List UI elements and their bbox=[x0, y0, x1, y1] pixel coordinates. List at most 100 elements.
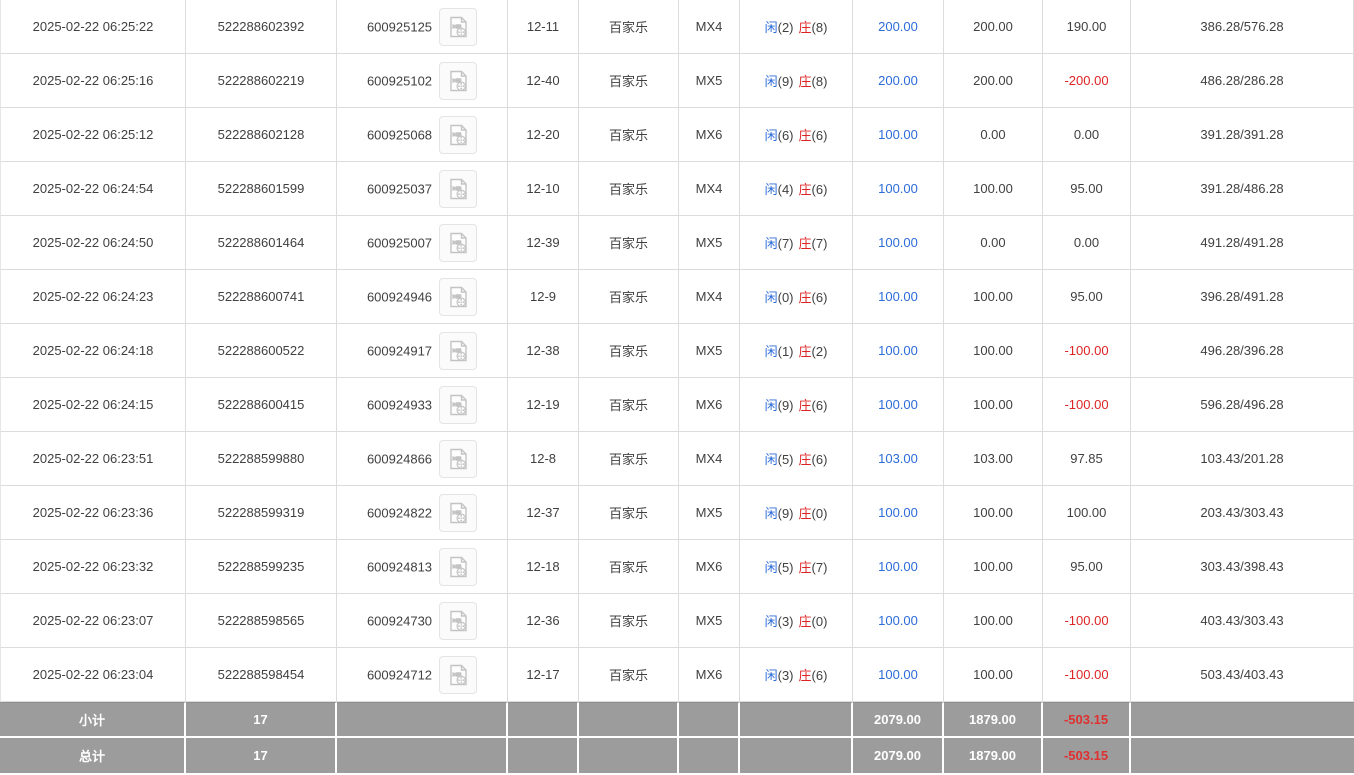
total-empty-cell bbox=[679, 738, 740, 773]
total-label: 总计 bbox=[0, 738, 186, 773]
cell-balance: 491.28/491.28 bbox=[1131, 216, 1354, 270]
cell-result: 闲(0) 庄(6) bbox=[740, 270, 853, 324]
cell-table-name: MX6 bbox=[679, 108, 740, 162]
cell-game-type: 百家乐 bbox=[579, 162, 679, 216]
result-banker-label: 庄 bbox=[798, 560, 812, 575]
cell-balance: 503.43/403.43 bbox=[1131, 648, 1354, 702]
cell-bet-time: 2025-02-22 06:23:04 bbox=[0, 648, 186, 702]
cell-valid-amount: 200.00 bbox=[944, 54, 1043, 108]
cell-game-number: 600925068 bbox=[337, 108, 508, 162]
game-number-text: 600925007 bbox=[366, 235, 433, 250]
cell-shoe-round: 12-20 bbox=[508, 108, 579, 162]
cell-result: 闲(9) 庄(6) bbox=[740, 378, 853, 432]
cell-game-type: 百家乐 bbox=[579, 540, 679, 594]
result-player-points: (9) bbox=[777, 74, 794, 89]
result-banker-points: (8) bbox=[811, 20, 828, 35]
cell-bet-amount[interactable]: 100.00 bbox=[853, 162, 944, 216]
video-replay-button[interactable] bbox=[439, 493, 478, 532]
cell-bet-amount[interactable]: 100.00 bbox=[853, 594, 944, 648]
cell-result: 闲(9) 庄(0) bbox=[740, 486, 853, 540]
cell-win-loss: -100.00 bbox=[1043, 648, 1131, 702]
video-replay-button[interactable] bbox=[439, 61, 478, 100]
cell-valid-amount: 0.00 bbox=[944, 108, 1043, 162]
video-replay-button[interactable] bbox=[439, 7, 478, 46]
video-replay-button[interactable] bbox=[439, 331, 478, 370]
cell-game-number: 600924813 bbox=[337, 540, 508, 594]
result-player-points: (9) bbox=[777, 506, 794, 521]
result-banker-label: 庄 bbox=[798, 182, 812, 197]
result-banker-points: (6) bbox=[811, 182, 828, 197]
video-replay-button[interactable] bbox=[439, 547, 478, 586]
result-player-label: 闲 bbox=[764, 74, 778, 89]
cell-result: 闲(9) 庄(8) bbox=[740, 54, 853, 108]
table-row: 2025-02-22 06:25:16 522288602219 6009251… bbox=[0, 54, 1354, 108]
cell-result: 闲(3) 庄(6) bbox=[740, 648, 853, 702]
video-replay-button[interactable] bbox=[439, 385, 478, 424]
total-win-loss: -503.15 bbox=[1043, 738, 1131, 773]
cell-bet-amount[interactable]: 200.00 bbox=[853, 0, 944, 54]
result-banker-label: 庄 bbox=[798, 290, 812, 305]
cell-balance: 403.43/303.43 bbox=[1131, 594, 1354, 648]
cell-bet-time: 2025-02-22 06:24:50 bbox=[0, 216, 186, 270]
cell-bet-amount[interactable]: 100.00 bbox=[853, 270, 944, 324]
video-replay-icon bbox=[445, 68, 471, 94]
result-player-points: (3) bbox=[777, 614, 794, 629]
game-number-text: 600924730 bbox=[366, 613, 433, 628]
cell-bet-amount[interactable]: 200.00 bbox=[853, 54, 944, 108]
result-banker-label: 庄 bbox=[798, 128, 812, 143]
video-replay-button[interactable] bbox=[439, 115, 478, 154]
cell-bet-id: 522288599319 bbox=[186, 486, 337, 540]
result-player-points: (3) bbox=[777, 668, 794, 683]
video-replay-button[interactable] bbox=[439, 655, 478, 694]
cell-bet-amount[interactable]: 100.00 bbox=[853, 216, 944, 270]
result-player-label: 闲 bbox=[764, 614, 778, 629]
cell-win-loss: -100.00 bbox=[1043, 594, 1131, 648]
cell-game-number: 600924946 bbox=[337, 270, 508, 324]
video-replay-button[interactable] bbox=[439, 169, 478, 208]
cell-table-name: MX4 bbox=[679, 162, 740, 216]
video-replay-button[interactable] bbox=[439, 223, 478, 262]
total-empty-cell bbox=[740, 738, 853, 773]
cell-bet-time: 2025-02-22 06:24:15 bbox=[0, 378, 186, 432]
game-number-text: 600925125 bbox=[366, 19, 433, 34]
video-replay-button[interactable] bbox=[439, 277, 478, 316]
cell-table-name: MX4 bbox=[679, 432, 740, 486]
result-banker-points: (2) bbox=[811, 344, 828, 359]
cell-game-number: 600924712 bbox=[337, 648, 508, 702]
video-replay-icon bbox=[445, 176, 471, 202]
cell-balance: 386.28/576.28 bbox=[1131, 0, 1354, 54]
cell-bet-time: 2025-02-22 06:25:16 bbox=[0, 54, 186, 108]
subtotal-win-loss: -503.15 bbox=[1043, 702, 1131, 738]
cell-result: 闲(5) 庄(7) bbox=[740, 540, 853, 594]
cell-game-type: 百家乐 bbox=[579, 378, 679, 432]
result-banker-label: 庄 bbox=[798, 236, 812, 251]
video-replay-button[interactable] bbox=[439, 439, 478, 478]
cell-result: 闲(5) 庄(6) bbox=[740, 432, 853, 486]
table-row: 2025-02-22 06:25:22 522288602392 6009251… bbox=[0, 0, 1354, 54]
cell-bet-amount[interactable]: 103.00 bbox=[853, 432, 944, 486]
result-player-points: (4) bbox=[777, 182, 794, 197]
cell-bet-id: 522288598565 bbox=[186, 594, 337, 648]
result-player-label: 闲 bbox=[764, 20, 778, 35]
cell-valid-amount: 100.00 bbox=[944, 270, 1043, 324]
cell-shoe-round: 12-40 bbox=[508, 54, 579, 108]
cell-bet-amount[interactable]: 100.00 bbox=[853, 108, 944, 162]
cell-bet-time: 2025-02-22 06:23:51 bbox=[0, 432, 186, 486]
video-replay-icon bbox=[445, 338, 471, 364]
video-replay-button[interactable] bbox=[439, 601, 478, 640]
result-player-label: 闲 bbox=[764, 668, 778, 683]
cell-bet-amount[interactable]: 100.00 bbox=[853, 540, 944, 594]
result-player-label: 闲 bbox=[764, 506, 778, 521]
subtotal-empty-cell bbox=[508, 702, 579, 738]
cell-bet-time: 2025-02-22 06:23:07 bbox=[0, 594, 186, 648]
cell-game-type: 百家乐 bbox=[579, 486, 679, 540]
cell-bet-amount[interactable]: 100.00 bbox=[853, 486, 944, 540]
cell-valid-amount: 100.00 bbox=[944, 486, 1043, 540]
cell-bet-amount[interactable]: 100.00 bbox=[853, 324, 944, 378]
cell-shoe-round: 12-9 bbox=[508, 270, 579, 324]
cell-valid-amount: 100.00 bbox=[944, 378, 1043, 432]
cell-bet-amount[interactable]: 100.00 bbox=[853, 378, 944, 432]
cell-table-name: MX5 bbox=[679, 594, 740, 648]
cell-bet-amount[interactable]: 100.00 bbox=[853, 648, 944, 702]
cell-result: 闲(3) 庄(0) bbox=[740, 594, 853, 648]
